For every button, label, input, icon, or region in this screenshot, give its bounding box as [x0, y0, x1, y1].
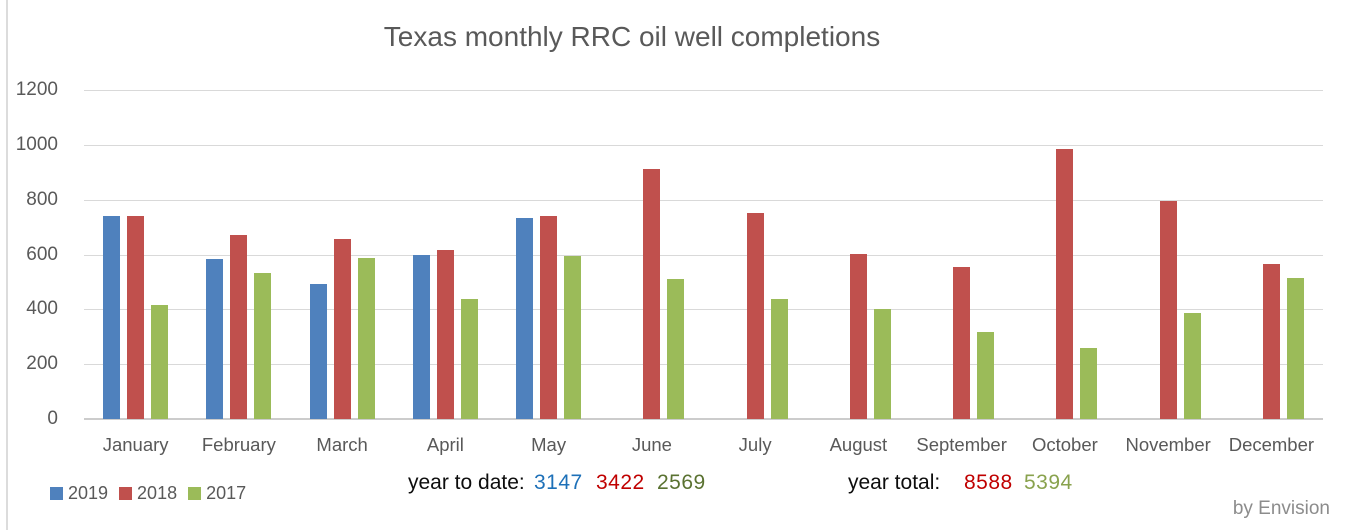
y-axis-tick-label-1200: 1200: [15, 79, 58, 100]
bar-2017-march: [357, 258, 375, 419]
year-to-date-value-2017: 2569: [657, 471, 706, 494]
x-axis-label-november: November: [1125, 434, 1211, 455]
gridline-600: [84, 255, 1323, 256]
year-total-value-2018: 8588: [964, 471, 1013, 494]
gridline-1000: [84, 145, 1323, 146]
bar-2018-march: [333, 239, 351, 419]
y-axis-tick-label-600: 600: [26, 243, 58, 265]
bar-2017-june: [667, 278, 685, 419]
y-axis-tick-label-0: 0: [47, 408, 58, 429]
window-edge-divider: [6, 0, 8, 530]
bar-2017-september: [977, 332, 995, 419]
bar-2018-september: [953, 266, 971, 419]
year-to-date-label: year to date:: [408, 471, 525, 494]
y-axis-tick-label-200: 200: [26, 353, 58, 375]
credit-text: by Envision: [1232, 498, 1330, 519]
legend-item-2019: 2019: [50, 483, 108, 504]
bar-2017-may: [564, 255, 582, 419]
bar-2018-november: [1159, 200, 1177, 419]
bar-2019-february: [206, 258, 224, 419]
bar-2018-may: [540, 216, 558, 419]
x-axis-label-april: April: [426, 434, 464, 455]
x-axis-label-february: February: [201, 434, 276, 455]
legend-swatch-2019: [50, 487, 63, 500]
bar-2017-february: [254, 273, 272, 419]
legend-item-2018: 2018: [119, 483, 177, 504]
bar-2017-november: [1183, 313, 1201, 419]
gridline-200: [84, 364, 1323, 365]
bar-2017-april: [460, 299, 478, 419]
x-axis-label-january: January: [102, 434, 169, 455]
bar-2018-february: [230, 235, 248, 419]
x-axis-label-may: May: [531, 434, 567, 455]
bar-2019-march: [309, 284, 327, 419]
bar-2019-january: [103, 216, 121, 419]
bar-2019-april: [412, 255, 430, 419]
year-to-date-value-2018: 3422: [596, 471, 645, 494]
bar-2018-january: [127, 216, 145, 419]
y-axis-tick-label-800: 800: [26, 188, 58, 210]
legend-label-2017: 2017: [206, 483, 247, 503]
bar-2017-january: [151, 304, 169, 419]
y-axis-tick-label-400: 400: [26, 298, 58, 320]
y-axis-tick-label-1000: 1000: [15, 133, 58, 155]
x-axis-label-august: August: [829, 434, 888, 455]
legend-label-2018: 2018: [137, 483, 178, 503]
bar-2018-december: [1262, 264, 1280, 419]
bar-2018-june: [643, 168, 661, 419]
legend-swatch-2018: [119, 487, 133, 500]
x-axis-label-july: July: [738, 434, 772, 455]
x-axis-label-june: June: [631, 434, 672, 455]
x-axis-line: [84, 418, 1323, 420]
gridline-400: [84, 309, 1323, 310]
legend-swatch-2017: [188, 487, 202, 500]
bar-2019-may: [516, 218, 534, 419]
legend-item-2017: 2017: [188, 483, 246, 504]
x-axis-label-september: September: [916, 434, 1007, 455]
year-total-label: year total:: [848, 471, 941, 494]
bar-2018-october: [1056, 148, 1074, 419]
bar-2018-august: [849, 254, 867, 419]
x-axis-label-march: March: [316, 434, 368, 455]
legend-label-2019: 2019: [68, 483, 109, 503]
x-axis-label-october: October: [1031, 434, 1098, 455]
bar-2017-october: [1080, 347, 1098, 419]
bar-2018-july: [746, 212, 764, 419]
bar-2017-july: [770, 299, 788, 419]
chart-legend: 2019 2018 2017: [50, 483, 246, 504]
chart-title: Texas monthly RRC oil well completions: [383, 21, 881, 52]
x-axis-label-december: December: [1228, 434, 1315, 455]
year-total-value-2017: 5394: [1024, 471, 1073, 494]
bar-2017-august: [873, 309, 891, 419]
bar-2017-december: [1286, 278, 1304, 419]
bar-2018-april: [436, 249, 454, 419]
gridline-800: [84, 200, 1323, 201]
gridline-1200: [84, 90, 1323, 91]
year-to-date-value-2019: 3147: [534, 471, 583, 494]
